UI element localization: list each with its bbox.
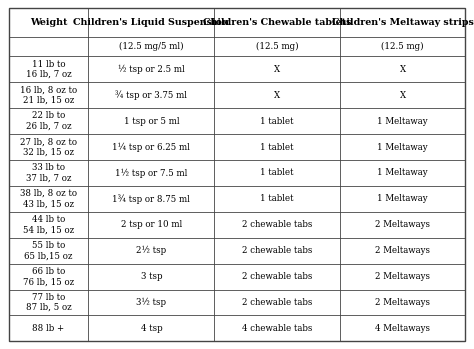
Text: 2 Meltaways: 2 Meltaways (375, 298, 430, 307)
Text: 2 Meltaways: 2 Meltaways (375, 220, 430, 229)
Text: 2 tsp or 10 ml: 2 tsp or 10 ml (121, 220, 182, 229)
Text: 4 chewable tabs: 4 chewable tabs (242, 324, 312, 333)
Text: (12.5 mg): (12.5 mg) (381, 42, 424, 51)
Text: 1 Meltaway: 1 Meltaway (377, 194, 428, 203)
Text: 4 Meltaways: 4 Meltaways (375, 324, 430, 333)
Text: 22 lb to
26 lb, 7 oz: 22 lb to 26 lb, 7 oz (26, 111, 71, 131)
Text: 88 lb +: 88 lb + (32, 324, 64, 333)
Text: X: X (274, 65, 280, 74)
Text: 11 lb to
16 lb, 7 oz: 11 lb to 16 lb, 7 oz (26, 60, 72, 79)
Text: 2 chewable tabs: 2 chewable tabs (242, 220, 312, 229)
Text: 1¼ tsp or 6.25 ml: 1¼ tsp or 6.25 ml (112, 142, 190, 152)
Text: 2 Meltaways: 2 Meltaways (375, 246, 430, 255)
Text: Children's Meltaway strips: Children's Meltaway strips (332, 18, 474, 27)
Text: 4 tsp: 4 tsp (140, 324, 162, 333)
Text: 1 tablet: 1 tablet (260, 117, 294, 126)
Text: 2½ tsp: 2½ tsp (136, 246, 166, 255)
Text: Children's Chewable tablets: Children's Chewable tablets (203, 18, 351, 27)
Text: 16 lb, 8 oz to
21 lb, 15 oz: 16 lb, 8 oz to 21 lb, 15 oz (20, 86, 77, 105)
Text: 66 lb to
76 lb, 15 oz: 66 lb to 76 lb, 15 oz (23, 267, 74, 286)
Text: 77 lb to
87 lb, 5 oz: 77 lb to 87 lb, 5 oz (26, 293, 72, 312)
Text: 55 lb to
65 lb,15 oz: 55 lb to 65 lb,15 oz (24, 241, 73, 260)
Text: 1½ tsp or 7.5 ml: 1½ tsp or 7.5 ml (115, 168, 188, 178)
Text: 1 tablet: 1 tablet (260, 194, 294, 203)
Text: (12.5 mg): (12.5 mg) (255, 42, 298, 51)
Text: 1 Meltaway: 1 Meltaway (377, 142, 428, 151)
Text: 1¾ tsp or 8.75 ml: 1¾ tsp or 8.75 ml (112, 194, 190, 204)
Text: X: X (274, 91, 280, 100)
Text: X: X (400, 65, 406, 74)
Text: 1 tsp or 5 ml: 1 tsp or 5 ml (124, 117, 179, 126)
Text: 44 lb to
54 lb, 15 oz: 44 lb to 54 lb, 15 oz (23, 215, 74, 235)
Text: (12.5 mg/5 ml): (12.5 mg/5 ml) (119, 42, 183, 51)
Text: ¾ tsp or 3.75 ml: ¾ tsp or 3.75 ml (115, 90, 187, 100)
Text: Weight: Weight (30, 18, 67, 27)
Text: 38 lb, 8 oz to
43 lb, 15 oz: 38 lb, 8 oz to 43 lb, 15 oz (20, 189, 77, 209)
Text: X: X (400, 91, 406, 100)
Text: 33 lb to
37 lb, 7 oz: 33 lb to 37 lb, 7 oz (26, 163, 71, 183)
Text: 2 chewable tabs: 2 chewable tabs (242, 272, 312, 281)
Text: Children's Liquid Suspension: Children's Liquid Suspension (73, 18, 229, 27)
Text: 3½ tsp: 3½ tsp (137, 298, 166, 307)
Text: 1 Meltaway: 1 Meltaway (377, 169, 428, 177)
Text: 1 Meltaway: 1 Meltaway (377, 117, 428, 126)
Text: 2 chewable tabs: 2 chewable tabs (242, 246, 312, 255)
Text: ½ tsp or 2.5 ml: ½ tsp or 2.5 ml (118, 65, 185, 74)
Text: 2 chewable tabs: 2 chewable tabs (242, 298, 312, 307)
Text: 1 tablet: 1 tablet (260, 142, 294, 151)
Text: 1 tablet: 1 tablet (260, 169, 294, 177)
Text: 27 lb, 8 oz to
32 lb, 15 oz: 27 lb, 8 oz to 32 lb, 15 oz (20, 138, 77, 157)
Text: 2 Meltaways: 2 Meltaways (375, 272, 430, 281)
Text: 3 tsp: 3 tsp (141, 272, 162, 281)
